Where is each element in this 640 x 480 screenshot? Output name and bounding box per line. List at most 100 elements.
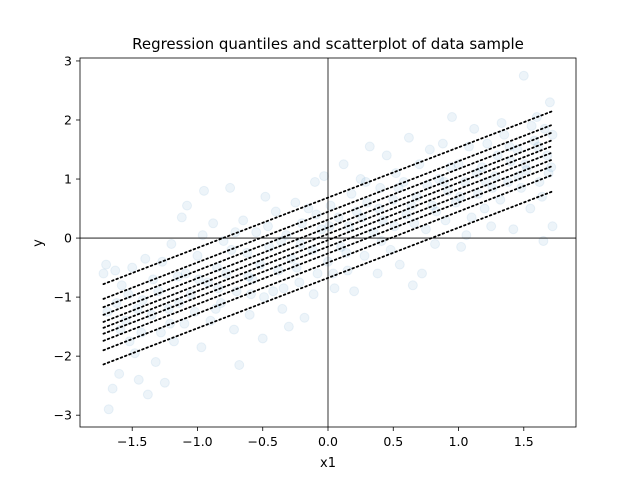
scatter-point (349, 286, 360, 297)
scatter-point (416, 268, 427, 279)
scatter-point (469, 123, 480, 134)
scatter-point (159, 377, 170, 388)
scatter-point (110, 265, 121, 276)
scatter-point (447, 112, 457, 123)
scatter-point (496, 117, 507, 128)
scatter-point (312, 268, 323, 279)
scatter-point (364, 141, 375, 152)
scatter-point (329, 283, 340, 294)
scatter-point (157, 256, 168, 267)
scatter-point (107, 383, 118, 394)
scatter-point (526, 120, 537, 131)
scatter-point (303, 203, 314, 214)
scatter-point (168, 336, 179, 347)
y-axis-title: y (31, 239, 46, 247)
scatter-point (101, 259, 112, 270)
scatter-point (480, 176, 491, 187)
scatter-point (495, 194, 506, 205)
scatter-point (325, 200, 336, 211)
scatter-point (277, 303, 288, 314)
scatter-point (547, 221, 558, 232)
scatter-point (196, 342, 207, 353)
axes: −1.5 −1.0 −0.5 0.0 0.5 1.0 1.5 −3 −2 −1 0 1 2 3 (54, 53, 577, 449)
scatter-point (355, 174, 366, 185)
scatter-point (262, 221, 273, 232)
scatter-point (114, 368, 125, 379)
scatter-point (294, 277, 305, 288)
scatter-point (463, 141, 474, 152)
scatter-point (479, 203, 490, 214)
scatter-point (538, 236, 549, 247)
scatter-point (394, 259, 405, 270)
x-tick-label: −0.5 (248, 434, 278, 449)
scatter-point (142, 389, 153, 400)
quantile-line (102, 165, 554, 342)
x-tick-label: 1.5 (514, 434, 534, 449)
scatter-point (244, 309, 255, 320)
scatter-point (456, 241, 467, 252)
scatter-point (372, 268, 383, 279)
quantile-line (102, 139, 554, 316)
x-axis-title: x1 (320, 456, 336, 471)
scatter-point (251, 227, 262, 238)
y-tick-label: −3 (54, 408, 72, 423)
x-tick-label: 0.0 (318, 434, 338, 449)
scatter-point (192, 250, 203, 261)
scatter-point (270, 206, 281, 217)
x-tick-label: −1.0 (182, 434, 212, 449)
scatter-point (424, 144, 435, 155)
scatter-point (308, 289, 319, 300)
scatter-point (461, 230, 472, 241)
scatter-point (407, 280, 418, 291)
scatter-point (148, 274, 159, 285)
scatter-point (544, 97, 555, 108)
scatter-point (150, 357, 161, 368)
y-tick-label: 3 (64, 53, 72, 68)
quantile-line (102, 190, 554, 366)
scatter-point (403, 132, 414, 143)
scatter-point (259, 292, 270, 303)
scatter-point (127, 262, 138, 273)
scatter-point (283, 321, 294, 332)
scatter-point (299, 312, 310, 323)
scatter-point (278, 283, 289, 294)
scatter-point (182, 200, 193, 211)
quantile-line (102, 173, 554, 352)
scatter-point (166, 238, 177, 249)
scatter-point (208, 218, 219, 229)
scatter-point (525, 203, 536, 214)
scatter-point (268, 286, 279, 297)
scatter-point (238, 215, 249, 226)
scatter-point (430, 238, 441, 249)
scatter-point (486, 221, 497, 232)
scatter-point (338, 159, 349, 170)
scatter-point (221, 268, 232, 279)
scatter-point (116, 280, 127, 291)
scatter-point (234, 360, 245, 371)
x-tick-label: 1.0 (449, 434, 469, 449)
scatter-point (155, 327, 166, 338)
y-tick-label: 0 (64, 231, 72, 246)
scatter-point (140, 253, 151, 264)
scatter-point (225, 182, 236, 193)
scatter-point (319, 171, 330, 182)
scatter-point (309, 176, 320, 187)
scatter-point (133, 374, 144, 385)
scatter-point (197, 230, 208, 241)
plot-area (80, 58, 576, 427)
scatter-point (98, 268, 109, 279)
quantile-line (102, 151, 554, 329)
scatter-point (199, 185, 209, 196)
scatter-point (431, 206, 442, 217)
y-tick-label: 1 (64, 172, 72, 187)
scatter-point (482, 138, 493, 149)
scatter-point (189, 306, 200, 317)
x-tick-label: 0.5 (383, 434, 403, 449)
scatter-point (290, 197, 301, 208)
scatter-point (257, 333, 268, 344)
scatter-point (508, 224, 519, 235)
scatter-point (229, 324, 240, 335)
scatter-point (103, 404, 114, 415)
scatter-point (466, 212, 477, 223)
